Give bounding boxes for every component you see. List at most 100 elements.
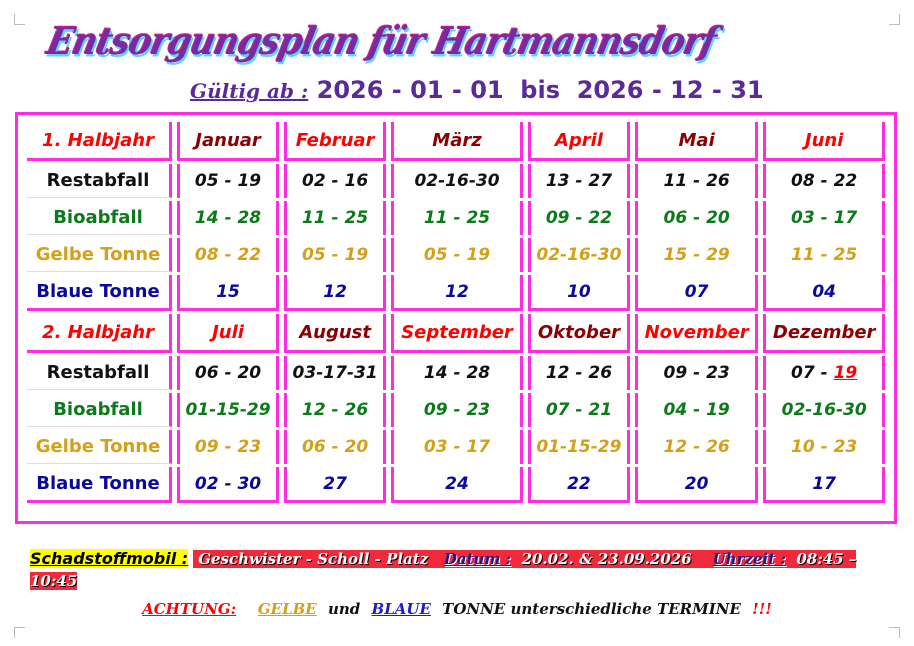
month-header: Dezember [763, 314, 885, 353]
row-label: Restabfall [27, 356, 172, 390]
uhrzeit-label: Uhrzeit : [712, 550, 786, 568]
date-cell: 27 [284, 467, 387, 503]
month-header: Oktober [527, 314, 630, 353]
date-cell: 06 - 20 [284, 430, 387, 464]
table-row-bioabfall: Bioabfall 01-15-29 12 - 26 09 - 23 07 - 21 04… [27, 393, 885, 427]
half-title: 2. Halbjahr [27, 314, 172, 353]
crop-mark [14, 14, 25, 25]
warning-blaue: BLAUE [371, 600, 431, 618]
date-cell: 11 - 25 [391, 201, 523, 235]
warning-exclamation: !!! [752, 600, 772, 618]
date-cell: 05 - 19 [391, 238, 523, 272]
date-cell: 03-17-31 [284, 356, 387, 390]
date-cell: 22 [527, 467, 630, 503]
table-row-gelbe-tonne: Gelbe Tonne 08 - 22 05 - 19 05 - 19 02-16-30… [27, 238, 885, 272]
date-cell: 08 - 22 [177, 238, 280, 272]
date-cell: 04 [763, 275, 885, 311]
date-cell: 09 - 22 [527, 201, 630, 235]
table-row-restabfall: Restabfall 05 - 19 02 - 16 02-16-30 13 - 27 1… [27, 164, 885, 198]
date-highlight: 19 [833, 363, 858, 383]
warning-gelbe: GELBE [257, 600, 317, 618]
month-header: April [527, 122, 630, 161]
month-header: Januar [177, 122, 280, 161]
datum-value: 20.02. & 23.09.2026 [521, 550, 692, 568]
date-cell: 20 [634, 467, 759, 503]
date-cell: 05 - 19 [177, 164, 280, 198]
month-header: März [391, 122, 523, 161]
date-cell: 01-15-29 [527, 430, 630, 464]
date-cell: 12 [391, 275, 523, 311]
month-header: Juni [763, 122, 885, 161]
page-title: Entsorgungsplan für Hartmannsdorf [43, 20, 720, 64]
table-row-blaue-tonne: Blaue Tonne 15 12 12 10 07 04 [27, 275, 885, 311]
table-row-gelbe-tonne: Gelbe Tonne 09 - 23 06 - 20 03 - 17 01-15-29… [27, 430, 885, 464]
hazmat-info: Schadstoffmobil : Geschwister - Scholl -… [30, 548, 890, 592]
date-cell: 09 - 23 [391, 393, 523, 427]
date-cell: 03 - 17 [391, 430, 523, 464]
date-cell: 02-16-30 [391, 164, 523, 198]
crop-mark [889, 627, 900, 638]
hazmat-label: Schadstoffmobil : [30, 549, 189, 568]
date-cell: 07 - 21 [527, 393, 630, 427]
date-cell: 02 - 16 [284, 164, 387, 198]
date-cell: 05 - 19 [284, 238, 387, 272]
date-cell: 02-16-30 [527, 238, 630, 272]
month-header: Mai [634, 122, 759, 161]
month-header: Juli [177, 314, 280, 353]
half-header-row: 2. Halbjahr Juli August September Oktober Nov… [27, 314, 885, 353]
half-header-row: 1. Halbjahr Januar Februar März April Mai Juni [27, 122, 885, 161]
date-cell: 06 - 20 [634, 201, 759, 235]
date-cell: 17 [763, 467, 885, 503]
datum-label: Datum : [443, 550, 512, 568]
date-cell: 02 - 30 [177, 467, 280, 503]
crop-mark [889, 14, 900, 25]
row-label: Restabfall [27, 164, 172, 198]
date-cell: 12 - 26 [527, 356, 630, 390]
validity-range: 2026 - 01 - 01 bis 2026 - 12 - 31 [316, 76, 764, 104]
date-cell: 11 - 25 [763, 238, 885, 272]
validity: Gültig ab : 2026 - 01 - 01 bis 2026 - 12… [190, 76, 764, 104]
date-cell: 11 - 25 [284, 201, 387, 235]
date-cell: 15 [177, 275, 280, 311]
date-cell: 10 - 23 [763, 430, 885, 464]
month-header: November [634, 314, 759, 353]
date-part: 07 - [791, 363, 834, 383]
schedule-grid: 1. Halbjahr Januar Februar März April Mai Juni… [22, 119, 890, 506]
date-cell: 14 - 28 [391, 356, 523, 390]
date-cell: 06 - 20 [177, 356, 280, 390]
date-cell: 04 - 19 [634, 393, 759, 427]
table-row-bioabfall: Bioabfall 14 - 28 11 - 25 11 - 25 09 - 22 06 … [27, 201, 885, 235]
row-label: Bioabfall [27, 201, 172, 235]
warning: ACHTUNG: GELBE und BLAUE TONNE unterschi… [0, 600, 914, 618]
warning-und: und [327, 600, 361, 618]
row-label: Blaue Tonne [27, 467, 172, 503]
date-cell: 01-15-29 [177, 393, 280, 427]
month-header: September [391, 314, 523, 353]
date-cell: 24 [391, 467, 523, 503]
date-cell: 12 [284, 275, 387, 311]
schedule-table: 1. Halbjahr Januar Februar März April Mai Juni… [15, 112, 897, 524]
row-label: Gelbe Tonne [27, 238, 172, 272]
row-label: Blaue Tonne [27, 275, 172, 311]
row-label: Bioabfall [27, 393, 172, 427]
validity-prefix: Gültig ab : [190, 79, 309, 103]
date-cell: 03 - 17 [763, 201, 885, 235]
uhrzeit-value: 08:45 – 10:45 [30, 550, 857, 590]
warning-text: TONNE unterschiedliche TERMINE [442, 600, 741, 618]
date-cell: 09 - 23 [634, 356, 759, 390]
row-label: Gelbe Tonne [27, 430, 172, 464]
date-cell: 15 - 29 [634, 238, 759, 272]
month-header: Februar [284, 122, 387, 161]
month-header: August [284, 314, 387, 353]
date-cell: 07 - 19 [763, 356, 885, 390]
date-cell: 07 [634, 275, 759, 311]
date-cell: 10 [527, 275, 630, 311]
half-title: 1. Halbjahr [27, 122, 172, 161]
warning-achtung: ACHTUNG: [142, 600, 237, 618]
crop-mark [14, 627, 25, 638]
hazmat-place: Geschwister - Scholl - Platz [198, 550, 429, 568]
date-cell: 11 - 26 [634, 164, 759, 198]
date-cell: 08 - 22 [763, 164, 885, 198]
table-row-blaue-tonne: Blaue Tonne 02 - 30 27 24 22 20 17 [27, 467, 885, 503]
date-cell: 14 - 28 [177, 201, 280, 235]
